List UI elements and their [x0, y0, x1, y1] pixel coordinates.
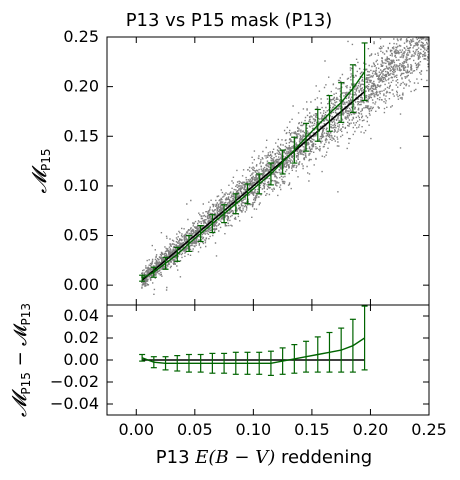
residual-error-bar — [361, 305, 368, 371]
xtick-label: 0.20 — [353, 420, 389, 439]
residual-error-bar — [162, 356, 169, 371]
error-bar — [209, 214, 216, 234]
tick-marks — [107, 36, 430, 415]
error-bar — [221, 204, 228, 224]
residual-error-bar — [326, 331, 333, 373]
fit-line — [141, 90, 366, 281]
residual-error-bar — [221, 352, 228, 374]
binned-mean-line — [141, 71, 366, 279]
bottom-ytick-label: 0.04 — [63, 306, 99, 325]
top-ytick-label: 0.05 — [63, 226, 99, 245]
residual-error-bar — [291, 344, 298, 374]
residual-error-bar — [174, 355, 181, 372]
bottom-ylabel-mid: − 𝓜 — [10, 323, 31, 373]
bottom-ylabel-sub2: P13 — [19, 303, 33, 326]
error-bar — [267, 162, 274, 186]
bottom-ytick-label: −0.04 — [50, 394, 99, 413]
residual-error-bar — [338, 327, 345, 373]
error-bar — [162, 256, 169, 270]
residual-error-bar — [197, 353, 204, 373]
top-ylabel-sub: P15 — [39, 149, 53, 172]
error-bar — [279, 149, 286, 175]
xtick-label: 0.05 — [177, 420, 213, 439]
xlabel: P13 E(B − V) reddening — [156, 447, 372, 468]
residual-error-bar — [209, 352, 216, 374]
top-ytick-label: 0.15 — [63, 126, 99, 145]
xtick-label: 0.25 — [411, 420, 447, 439]
residual-error-bar — [185, 353, 192, 373]
residual-error-bar — [279, 347, 286, 375]
top-ytick-label: 0.00 — [63, 275, 99, 294]
bottom-ytick-label: −0.02 — [50, 372, 99, 391]
top-ylabel: 𝓜P15 — [27, 149, 53, 194]
tick-labels: 0.00 0.05 0.10 0.15 0.20 0.25 0.00 0.05 0.10 0.15… — [50, 27, 447, 439]
error-bar — [326, 94, 333, 132]
top-series-group — [139, 42, 368, 282]
residual-error-bar — [244, 351, 251, 375]
residual-error-bar — [314, 336, 321, 373]
error-bar — [232, 193, 239, 215]
xtick-label: 0.00 — [118, 420, 154, 439]
residual-line — [141, 337, 365, 364]
residual-error-bar — [267, 350, 274, 376]
residual-error-bar — [232, 351, 239, 375]
bottom-ylabel: 𝓜P15 − 𝓜P13 — [7, 303, 33, 417]
error-bar — [338, 82, 345, 123]
chart-title: P13 vs P15 mask (P13) — [126, 10, 333, 31]
top-ytick-label: 0.25 — [63, 27, 99, 46]
residual-error-bar — [256, 351, 263, 375]
xtick-label: 0.15 — [294, 420, 330, 439]
error-bar — [174, 246, 181, 262]
top-ytick-label: 0.10 — [63, 176, 99, 195]
residual-error-bar — [150, 356, 157, 369]
xlabel-prefix: P13 — [156, 447, 195, 468]
error-bar — [361, 42, 368, 102]
residual-error-bar — [303, 340, 310, 373]
scatter-cloud — [141, 37, 429, 295]
xlabel-suffix: reddening — [275, 447, 372, 468]
error-bar — [150, 266, 157, 278]
error-bar — [303, 122, 310, 152]
error-bar — [256, 173, 263, 195]
xtick-label: 0.10 — [236, 420, 272, 439]
error-bar — [185, 234, 192, 252]
bottom-ylabel-sub1: P15 — [19, 372, 33, 395]
error-bar — [197, 224, 204, 243]
error-bar — [244, 183, 251, 205]
bottom-ytick-label: 0.00 — [63, 350, 99, 369]
error-bar — [291, 136, 298, 164]
error-bar — [314, 108, 321, 142]
residual-error-bar — [139, 353, 146, 362]
xlabel-math: E(B − V) — [194, 447, 275, 468]
residual-error-bar — [349, 318, 356, 373]
error-bar — [349, 64, 356, 114]
error-bar — [139, 274, 146, 282]
scatter-points — [141, 37, 429, 295]
residual-series-group — [139, 305, 368, 376]
bottom-ytick-label: 0.02 — [63, 328, 99, 347]
top-ytick-label: 0.20 — [63, 77, 99, 96]
